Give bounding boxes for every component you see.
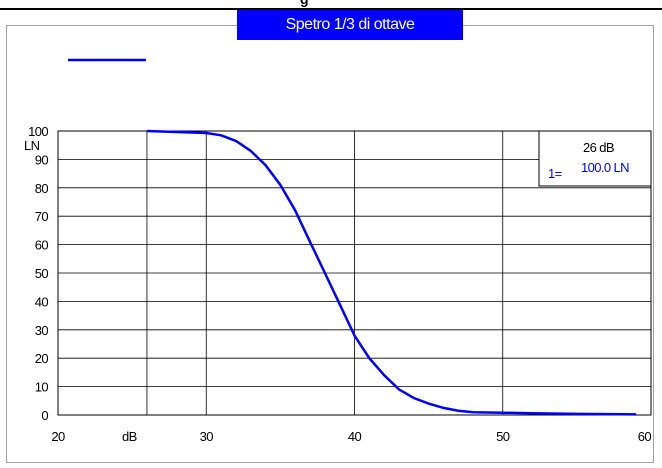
x-tick-label: 30 — [200, 429, 214, 444]
y-axis-label: LN — [24, 138, 40, 153]
y-tick-label: 100 — [28, 124, 48, 139]
y-tick-label: 30 — [35, 323, 49, 338]
info-box-level: 26 dB — [583, 140, 614, 155]
y-tick-label: 80 — [35, 181, 49, 196]
x-tick-label: 60 — [638, 429, 652, 444]
info-box-index: 1= — [548, 166, 562, 181]
x-tick-label: 20 — [51, 429, 65, 444]
y-tick-label: 10 — [35, 380, 49, 395]
y-tick-label: 0 — [41, 408, 48, 423]
top-strip-text: g — [300, 0, 309, 7]
info-box: 26 dB 1= 100.0 LN — [538, 130, 652, 187]
series-line — [146, 129, 637, 416]
x-tick-labels: 20 30 40 50 60 — [51, 429, 652, 444]
x-tick-label: 50 — [496, 429, 510, 444]
y-tick-label: 20 — [35, 351, 49, 366]
info-box-frame — [538, 130, 652, 187]
top-strip: g — [0, 0, 662, 10]
x-axis-label: dB — [122, 429, 137, 444]
y-tick-labels: 0 10 20 30 40 50 60 70 80 90 100 — [28, 124, 49, 423]
plot-area — [57, 130, 652, 416]
chart-title: Spetro 1/3 di ottave — [237, 10, 463, 40]
y-tick-label: 90 — [35, 152, 49, 167]
x-tick-label: 40 — [348, 429, 362, 444]
y-tick-label: 70 — [35, 209, 49, 224]
y-tick-label: 40 — [35, 294, 49, 309]
y-tick-label: 50 — [35, 266, 49, 281]
y-tick-label: 60 — [35, 238, 49, 253]
info-box-value: 100.0 LN — [581, 160, 629, 175]
